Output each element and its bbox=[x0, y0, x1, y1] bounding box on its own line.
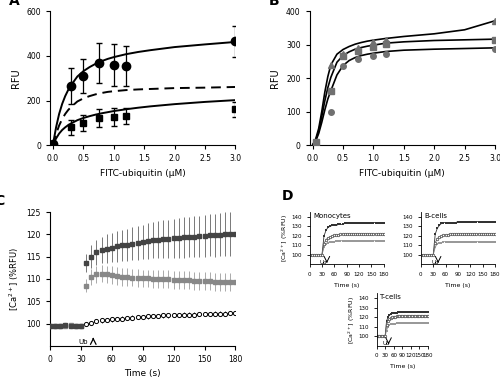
X-axis label: Time (s): Time (s) bbox=[445, 283, 470, 288]
X-axis label: Time (s): Time (s) bbox=[124, 369, 161, 378]
X-axis label: Time (s): Time (s) bbox=[334, 283, 359, 288]
Y-axis label: RFU: RFU bbox=[11, 68, 21, 88]
X-axis label: FITC-ubiquitin (μM): FITC-ubiquitin (μM) bbox=[360, 169, 445, 178]
Text: Ub: Ub bbox=[382, 341, 390, 346]
Text: Monocytes: Monocytes bbox=[314, 213, 351, 219]
Y-axis label: [Ca$^{2+}$] (%RFU): [Ca$^{2+}$] (%RFU) bbox=[8, 247, 21, 311]
Text: Ub: Ub bbox=[320, 260, 328, 265]
Text: Ub: Ub bbox=[431, 260, 438, 265]
Y-axis label: [Ca$^{2+}$] (%RFU): [Ca$^{2+}$] (%RFU) bbox=[280, 214, 290, 262]
Y-axis label: RFU: RFU bbox=[270, 68, 280, 88]
Text: B: B bbox=[269, 0, 280, 8]
Text: B-cells: B-cells bbox=[424, 213, 448, 219]
Text: T-cells: T-cells bbox=[379, 294, 401, 301]
Text: D: D bbox=[282, 190, 293, 204]
Text: A: A bbox=[9, 0, 20, 8]
Text: Ub: Ub bbox=[78, 339, 88, 345]
Y-axis label: [Ca$^{2+}$] (%RFU): [Ca$^{2+}$] (%RFU) bbox=[346, 296, 357, 344]
X-axis label: Time (s): Time (s) bbox=[390, 364, 415, 369]
Text: C: C bbox=[0, 194, 4, 208]
X-axis label: FITC-ubiquitin (μM): FITC-ubiquitin (μM) bbox=[100, 169, 186, 178]
